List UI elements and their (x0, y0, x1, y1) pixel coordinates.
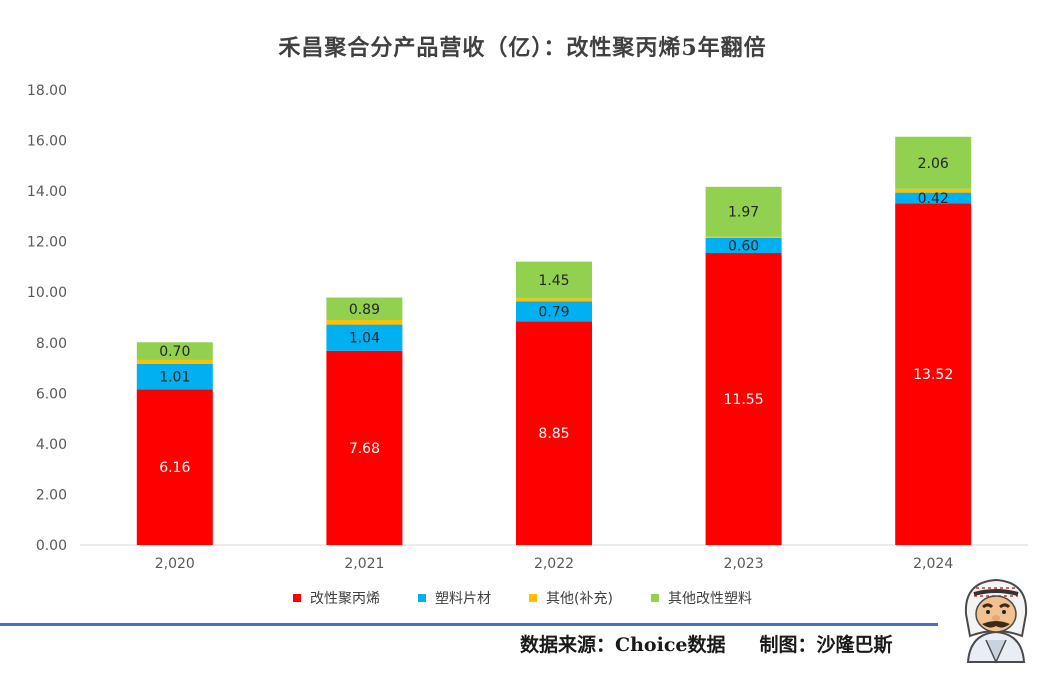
chart-title: 禾昌聚合分产品营收（亿）：改性聚丙烯5年翻倍 (278, 35, 767, 61)
x-tick-label-3: 2,023 (724, 556, 764, 572)
bar-3-series-3 (705, 186, 782, 237)
legend-swatch-2 (529, 594, 538, 602)
legend-swatch-3 (650, 594, 659, 602)
legend-swatch-0 (293, 594, 302, 602)
legend-label-0: 改性聚丙烯 (310, 591, 381, 607)
data-label-3-series-1: 0.60 (728, 238, 759, 254)
data-label-1-series-1: 1.04 (349, 331, 380, 347)
data-label-4-series-3: 2.06 (918, 156, 949, 172)
bar-1-series-2 (326, 320, 403, 325)
data-label-0-series-1: 1.01 (159, 370, 190, 386)
data-label-2-series-3: 1.45 (538, 273, 569, 289)
chart-credit-text: 制图：沙隆巴斯 (759, 634, 893, 656)
legend-label-1: 塑料片材 (435, 591, 492, 607)
cartoon-avatar-icon (964, 578, 1028, 664)
y-tick-label-1: 2.00 (36, 487, 67, 503)
data-label-1-series-0: 7.68 (349, 441, 380, 457)
bar-0-series-2 (136, 359, 213, 364)
bar-0-series-1 (136, 363, 213, 390)
legend-item-series-3: 其他改性塑料 (650, 588, 752, 608)
bar-4-series-2 (895, 188, 972, 193)
y-tick-label-5: 10.00 (27, 285, 67, 301)
bar-2-series-1 (516, 301, 592, 322)
bar-2-series-2 (516, 298, 592, 302)
legend-item-series-2: 其他(补充) (529, 588, 613, 608)
x-tick-label-1: 2,021 (344, 556, 384, 572)
x-tick-label-4: 2,024 (913, 556, 953, 572)
bar-0-series-0 (136, 389, 213, 545)
bar-4-series-0 (895, 203, 972, 545)
data-label-0-series-0: 6.16 (159, 460, 190, 476)
data-label-2-series-0: 8.85 (538, 426, 569, 442)
bar-1-series-0 (326, 350, 403, 545)
legend-swatch-1 (418, 594, 427, 602)
bar-4-series-1 (895, 192, 972, 204)
data-label-1-series-3: 0.89 (349, 302, 380, 318)
bar-1-series-1 (326, 324, 403, 351)
data-label-3-series-0: 11.55 (724, 392, 764, 408)
x-tick-label-0: 2,020 (155, 556, 195, 572)
bar-3-series-1 (705, 237, 782, 254)
data-label-2-series-1: 0.79 (538, 304, 569, 320)
bar-4-series-3 (895, 136, 972, 189)
y-tick-label-2: 4.00 (36, 437, 67, 453)
chart-bars (136, 136, 972, 545)
y-tick-label-7: 14.00 (27, 184, 67, 200)
data-label-4-series-0: 13.52 (913, 367, 953, 383)
y-tick-label-8: 16.00 (27, 134, 67, 150)
data-source-text: 数据来源：Choice数据 (520, 634, 726, 656)
data-label-4-series-1: 0.42 (918, 191, 949, 207)
y-tick-label-0: 0.00 (36, 538, 67, 554)
chart-legend: 改性聚丙烯 塑料片材 其他(补充) 其他改性塑料 (0, 588, 1045, 608)
bar-3-series-2 (705, 236, 782, 238)
bar-1-series-3 (326, 297, 403, 321)
bar-2-series-3 (516, 261, 592, 299)
footer-credits: 数据来源：Choice数据 制图：沙隆巴斯 (520, 630, 893, 657)
legend-label-2: 其他(补充) (546, 591, 613, 607)
y-tick-label-9: 18.00 (27, 83, 67, 99)
data-label-3-series-3: 1.97 (728, 205, 759, 221)
legend-item-series-1: 塑料片材 (418, 588, 491, 608)
bar-2-series-0 (516, 321, 592, 545)
bar-0-series-3 (136, 342, 213, 360)
y-tick-label-3: 6.00 (36, 386, 67, 402)
footer-divider (0, 623, 938, 626)
bar-3-series-0 (705, 253, 782, 545)
data-label-0-series-3: 0.70 (159, 344, 190, 360)
legend-label-3: 其他改性塑料 (667, 591, 752, 607)
chart-labels: 6.16 1.01 0.70 2,020 7.68 1.04 0.89 2,021 8.85 0.… (155, 156, 954, 572)
y-tick-label-4: 8.00 (36, 336, 67, 352)
legend-item-series-0: 改性聚丙烯 (293, 588, 380, 608)
y-tick-label-6: 12.00 (27, 235, 67, 251)
x-tick-label-2: 2,022 (534, 556, 574, 572)
